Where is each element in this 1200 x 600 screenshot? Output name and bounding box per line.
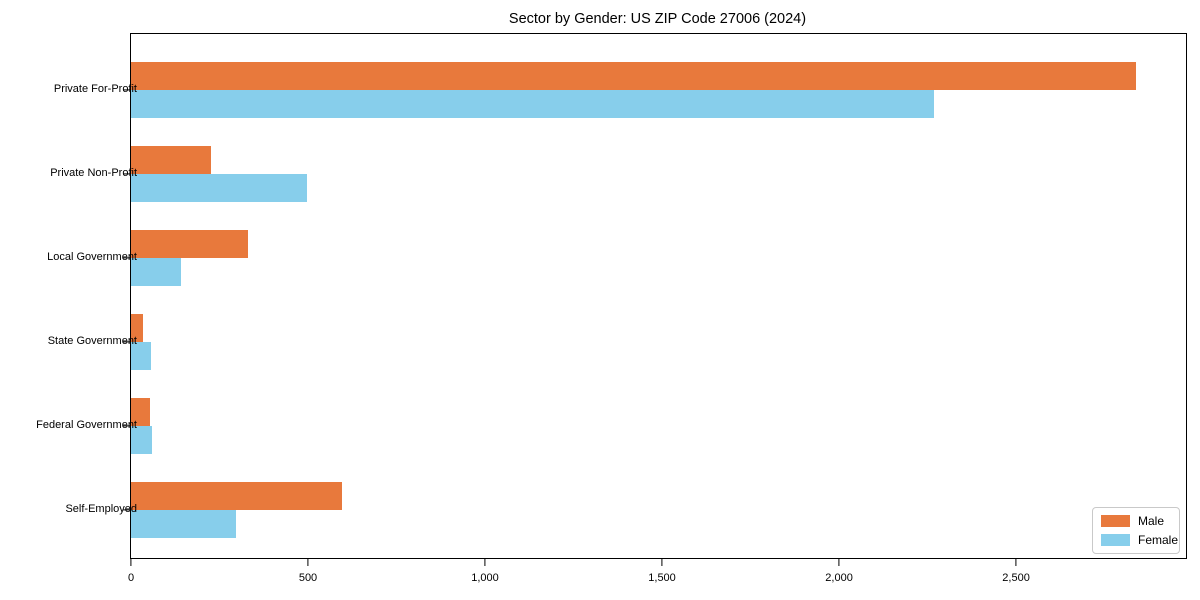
y-axis-label-1: Private Non-Profit [50, 167, 137, 179]
x-tick-0 [130, 559, 132, 566]
x-tick-label-3: 1,500 [648, 572, 676, 584]
bar-female-3 [131, 342, 151, 370]
legend-label-male: Male [1138, 514, 1165, 528]
x-tick-label-4: 2,000 [825, 572, 853, 584]
legend-entry-female: Female [1101, 533, 1178, 547]
y-tick-1 [123, 173, 130, 175]
x-tick-label-2: 1,000 [471, 572, 499, 584]
legend-swatch-female [1101, 534, 1130, 546]
y-tick-3 [123, 341, 130, 343]
legend-entry-male: Male [1101, 514, 1171, 528]
bar-male-2 [131, 230, 248, 258]
bar-male-3 [131, 314, 144, 342]
legend-swatch-male [1101, 515, 1130, 527]
y-tick-0 [123, 89, 130, 91]
bar-female-5 [131, 510, 237, 538]
x-tick-2 [484, 559, 486, 566]
bar-female-0 [131, 90, 934, 118]
plot-area: Male Female 0 500 1,000 1,500 2,000 2,500 [123, 33, 1187, 584]
y-axis-label-0: Private For-Profit [53, 83, 137, 95]
y-tick-2 [123, 257, 130, 259]
y-axis-label-5: Self-Employed [65, 503, 137, 515]
bars-layer [131, 34, 1186, 558]
y-tick-5 [123, 509, 130, 511]
bar-male-4 [131, 398, 150, 426]
chart-title: Sector by Gender: US ZIP Code 27006 (202… [508, 11, 807, 27]
y-axis-label-4: Federal Government [36, 419, 137, 431]
bar-female-2 [131, 258, 181, 286]
y-axis-label-3: State Government [47, 335, 137, 347]
x-tick-3 [661, 559, 663, 566]
x-tick-label-5: 2,500 [1002, 572, 1030, 584]
bar-male-0 [131, 62, 1137, 90]
legend-label-female: Female [1138, 533, 1179, 547]
x-tick-label-1: 500 [298, 572, 318, 584]
x-tick-4 [838, 559, 840, 566]
x-tick-5 [1015, 559, 1017, 566]
bar-female-1 [131, 174, 307, 202]
bar-male-5 [131, 482, 343, 510]
x-tick-1 [307, 559, 309, 566]
y-tick-4 [123, 425, 130, 427]
legend: Male Female [1092, 507, 1180, 554]
x-tick-label-0: 0 [127, 572, 135, 584]
bar-male-1 [131, 146, 211, 174]
y-axis-label-2: Local Government [47, 251, 137, 263]
bar-female-4 [131, 426, 152, 454]
